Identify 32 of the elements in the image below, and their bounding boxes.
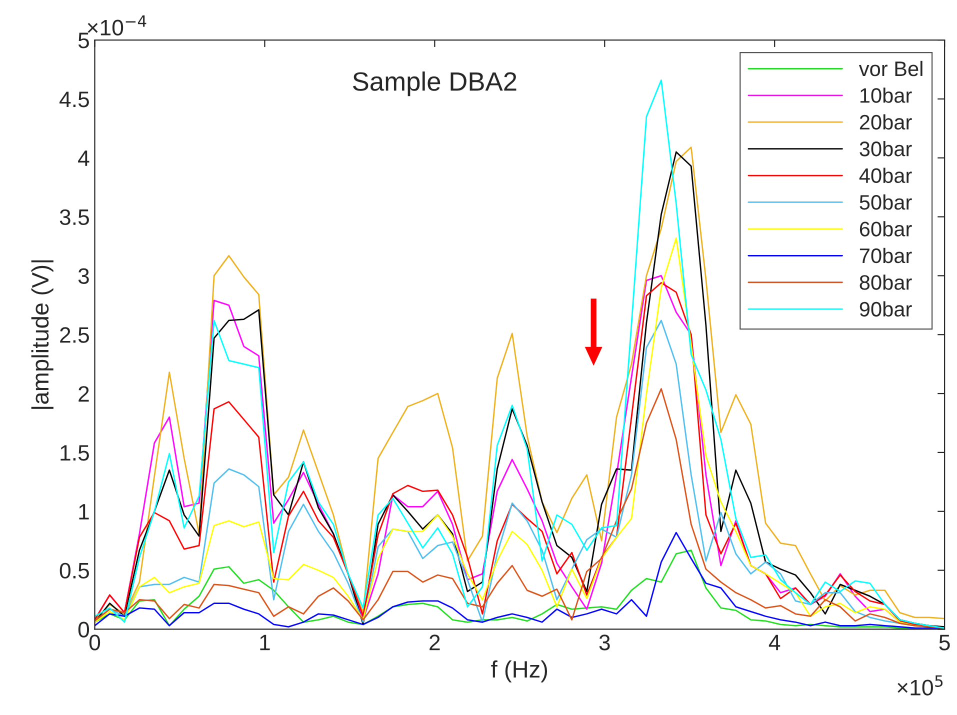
x-tick-label: 0 [89, 634, 100, 650]
x-tick-label: 4 [768, 634, 780, 650]
text: Sample DBA2 [353, 72, 516, 96]
y-tick-label: 1 [79, 504, 89, 520]
y-tick-label: 2 [78, 386, 89, 402]
y-tick-label: 1.5 [60, 445, 89, 461]
text: ×10$^{5}$ [898, 675, 943, 696]
legend-label: 60bar [860, 221, 912, 236]
y-tick-label: 0.5 [60, 562, 89, 579]
x-tick-label: 5 [939, 634, 950, 650]
legend-label: 50bar [860, 194, 912, 210]
x-axis-title: f (Hz) [491, 660, 548, 682]
y-tick-label: 4 [78, 150, 90, 166]
y-tick-label: 3.5 [60, 209, 89, 226]
x-tick-label: 1 [260, 634, 270, 650]
legend-label: 10bar [860, 88, 912, 103]
y-tick-label: 3 [78, 268, 89, 284]
legend-label: 40bar [859, 168, 912, 184]
legend-label: 20bar [860, 114, 912, 130]
legend-label: 70bar [860, 248, 912, 264]
x-tick-label: 3 [599, 634, 610, 650]
y-tick-label: 5 [78, 32, 89, 48]
legend-label: 80bar [860, 274, 912, 290]
legend-label: 90bar [860, 301, 912, 317]
x-tick-label: 2 [430, 634, 440, 650]
legend-label: 30bar [860, 141, 912, 156]
y-tick-label: 4.5 [60, 92, 89, 108]
text: ×10$^{−4}$ [88, 15, 146, 36]
y-tick-label: 2.5 [60, 327, 89, 343]
y-tick-label: 0 [78, 622, 90, 638]
y-axis-title: |amplitude (V)| [31, 260, 54, 409]
legend-label: vor Bel [858, 60, 922, 76]
